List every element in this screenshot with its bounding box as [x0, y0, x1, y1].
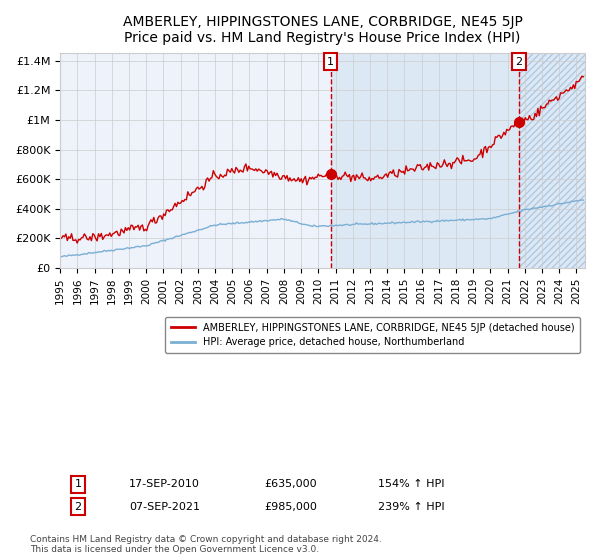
- Text: 07-SEP-2021: 07-SEP-2021: [129, 502, 200, 512]
- Text: £985,000: £985,000: [264, 502, 317, 512]
- Text: 17-SEP-2010: 17-SEP-2010: [129, 479, 200, 489]
- Bar: [331, 53, 519, 268]
- Bar: [519, 53, 585, 268]
- Title: AMBERLEY, HIPPINGSTONES LANE, CORBRIDGE, NE45 5JP
Price paid vs. HM Land Registr: AMBERLEY, HIPPINGSTONES LANE, CORBRIDGE,…: [122, 15, 523, 45]
- Text: 154% ↑ HPI: 154% ↑ HPI: [378, 479, 445, 489]
- Text: 1: 1: [327, 57, 334, 67]
- Legend: AMBERLEY, HIPPINGSTONES LANE, CORBRIDGE, NE45 5JP (detached house), HPI: Average: AMBERLEY, HIPPINGSTONES LANE, CORBRIDGE,…: [165, 317, 580, 353]
- Text: 2: 2: [515, 57, 523, 67]
- Text: Contains HM Land Registry data © Crown copyright and database right 2024.
This d: Contains HM Land Registry data © Crown c…: [30, 535, 382, 554]
- Text: 2: 2: [74, 502, 82, 512]
- Bar: [519, 53, 585, 268]
- Text: 1: 1: [74, 479, 82, 489]
- Text: 239% ↑ HPI: 239% ↑ HPI: [378, 502, 445, 512]
- Text: £635,000: £635,000: [264, 479, 317, 489]
